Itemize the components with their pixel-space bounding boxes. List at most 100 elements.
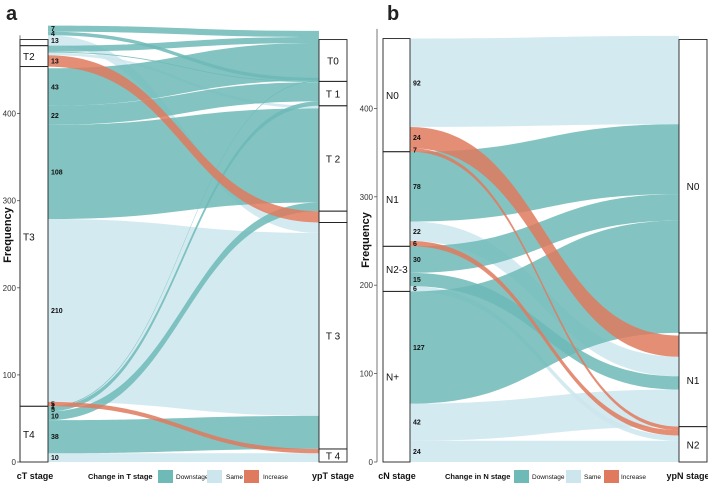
panel-b-legend: Change in N stage Downstage Same Increas… — [445, 470, 646, 483]
flow-count-label: 43 — [51, 85, 59, 92]
right-stratum-blank — [318, 210, 348, 223]
right-stratum-label-t-4: T 4 — [326, 451, 341, 462]
flow-count-label: 15 — [413, 277, 421, 284]
panel-b: b Frequency 0 100 200 300 400 N+ N2-3 N1 N0 24 42… — [360, 3, 708, 483]
right-stratum-label-n2: N2 — [687, 440, 700, 451]
left-stratum-label-t3: T3 — [23, 232, 35, 243]
flow-n0-to-n0 — [410, 35, 679, 127]
right-stratum-label-n1: N1 — [687, 376, 700, 387]
flow-n1-to-n0 — [410, 124, 679, 222]
right-stratum-label-t-3: T 3 — [326, 332, 341, 343]
flow-count-label: 5 — [51, 407, 55, 414]
y-tick-label: 0 — [369, 458, 374, 467]
right-stratum-n0 — [678, 38, 708, 334]
y-tick-label: 300 — [360, 193, 374, 202]
left-stratum-label-t4: T4 — [23, 430, 35, 441]
flow-t4-to-t-2 — [48, 202, 319, 421]
panel-a-legend: Change in T stage Downstage Same Increas… — [88, 470, 288, 483]
flow-t3-to-t-4 — [48, 401, 319, 454]
flow-n-to-n2 — [410, 440, 679, 462]
left-stratum-n0 — [382, 38, 411, 153]
legend-label-same: Same — [584, 474, 601, 481]
flow-count-label: 6 — [413, 286, 417, 293]
panel-a-legend-title: Change in T stage — [88, 472, 153, 481]
flow-count-label: 30 — [413, 257, 421, 264]
y-tick-label: 400 — [360, 104, 374, 113]
flow-count-label: 108 — [51, 169, 63, 176]
flow-t2-to-t0 — [48, 36, 319, 52]
flow-t4-to-t-3 — [48, 415, 319, 454]
right-stratum-label-t-2: T 2 — [326, 154, 341, 165]
left-stratum-label-n0: N0 — [386, 91, 399, 102]
panel-b-flows — [410, 35, 679, 462]
y-tick-label: 400 — [3, 110, 17, 119]
y-tick-label: 100 — [3, 371, 17, 380]
panel-b-letter: b — [387, 3, 399, 25]
flow-count-label: 42 — [413, 420, 421, 427]
panel-a-right-axis: T 4 T 3 T 2 T 1 T0 — [318, 39, 348, 462]
legend-label-increase: Increase — [263, 474, 288, 481]
panel-a-letter: a — [6, 3, 18, 25]
y-tick-label: 0 — [12, 458, 17, 467]
legend-swatch-increase — [604, 470, 619, 483]
legend-swatch-same — [566, 470, 581, 483]
legend-swatch-downstage — [514, 470, 529, 483]
y-tick-label: 100 — [360, 370, 374, 379]
legend-label-same: Same — [226, 474, 243, 481]
flow-count-label: 13 — [51, 58, 59, 65]
flow-n-to-n1 — [410, 389, 679, 441]
flow-count-label: 7 — [51, 26, 55, 33]
flow-count-label: 10 — [51, 455, 59, 462]
panel-a-left-axis-title: cT stage — [17, 471, 54, 481]
flow-count-label: 7 — [413, 147, 417, 154]
flow-count-label: 24 — [413, 135, 421, 142]
flow-t3-to-t-3 — [48, 218, 319, 416]
panel-a-flows — [48, 25, 319, 462]
flow-count-label: 1 — [51, 404, 55, 411]
panel-a-right-axis-title: ypT stage — [312, 471, 354, 481]
left-stratum-blank — [19, 39, 49, 47]
flow-blank-to-t-1 — [48, 31, 319, 82]
panel-b-right-axis: N2 N1 N0 — [678, 38, 708, 463]
flow-count-label: 5 — [51, 402, 55, 409]
y-tick-label: 300 — [3, 197, 17, 206]
left-stratum-label-n2-3: N2-3 — [386, 265, 408, 276]
legend-swatch-same — [207, 470, 222, 483]
flow-t3-to-t-2 — [48, 108, 319, 219]
flow-t3-to-t0 — [48, 43, 319, 106]
panel-b-y-axis: 0 100 200 300 400 — [360, 28, 378, 467]
left-stratum-label-t2: T2 — [23, 52, 35, 63]
panel-b-left-axis: N+ N2-3 N1 N0 24 42 127 6 15 30 6 22 78 7 24 92 — [382, 38, 425, 463]
right-stratum-t0 — [318, 39, 348, 82]
flow-n1-to-n2 — [410, 241, 679, 436]
y-tick-label: 200 — [3, 284, 17, 293]
flow-count-label: 38 — [51, 434, 59, 441]
flow-count-label: 4 — [51, 31, 55, 38]
legend-swatch-downstage — [158, 470, 173, 483]
flow-t2-to-blank — [48, 55, 319, 223]
flow-t4-to-t-4 — [48, 453, 319, 462]
flow-count-label: 127 — [413, 345, 425, 352]
flow-count-label: 24 — [413, 449, 421, 456]
flow-count-label: 210 — [51, 308, 63, 315]
flow-count-label: 13 — [51, 38, 59, 45]
flow-t3-to-t-1 — [48, 82, 319, 125]
legend-label-downstage: Downstage — [532, 474, 565, 481]
flow-t4-to-t0 — [48, 80, 319, 408]
panel-b-left-axis-title: cN stage — [378, 471, 416, 481]
legend-swatch-increase — [244, 470, 259, 483]
panel-b-legend-title: Change in N stage — [445, 472, 510, 481]
flow-blank-to-t0 — [48, 25, 319, 37]
y-tick-label: 200 — [360, 281, 374, 290]
left-stratum-label-n1: N1 — [386, 195, 399, 206]
flow-count-label: 92 — [413, 80, 421, 87]
panel-b-right-axis-title: ypN stage — [666, 471, 708, 481]
flow-n-to-n0 — [410, 220, 679, 404]
right-stratum-label-t0: T0 — [327, 56, 339, 67]
right-stratum-label-t-1: T 1 — [326, 90, 341, 101]
flow-count-label: 78 — [413, 184, 421, 191]
panel-b-y-axis-label: Frequency — [360, 211, 372, 268]
